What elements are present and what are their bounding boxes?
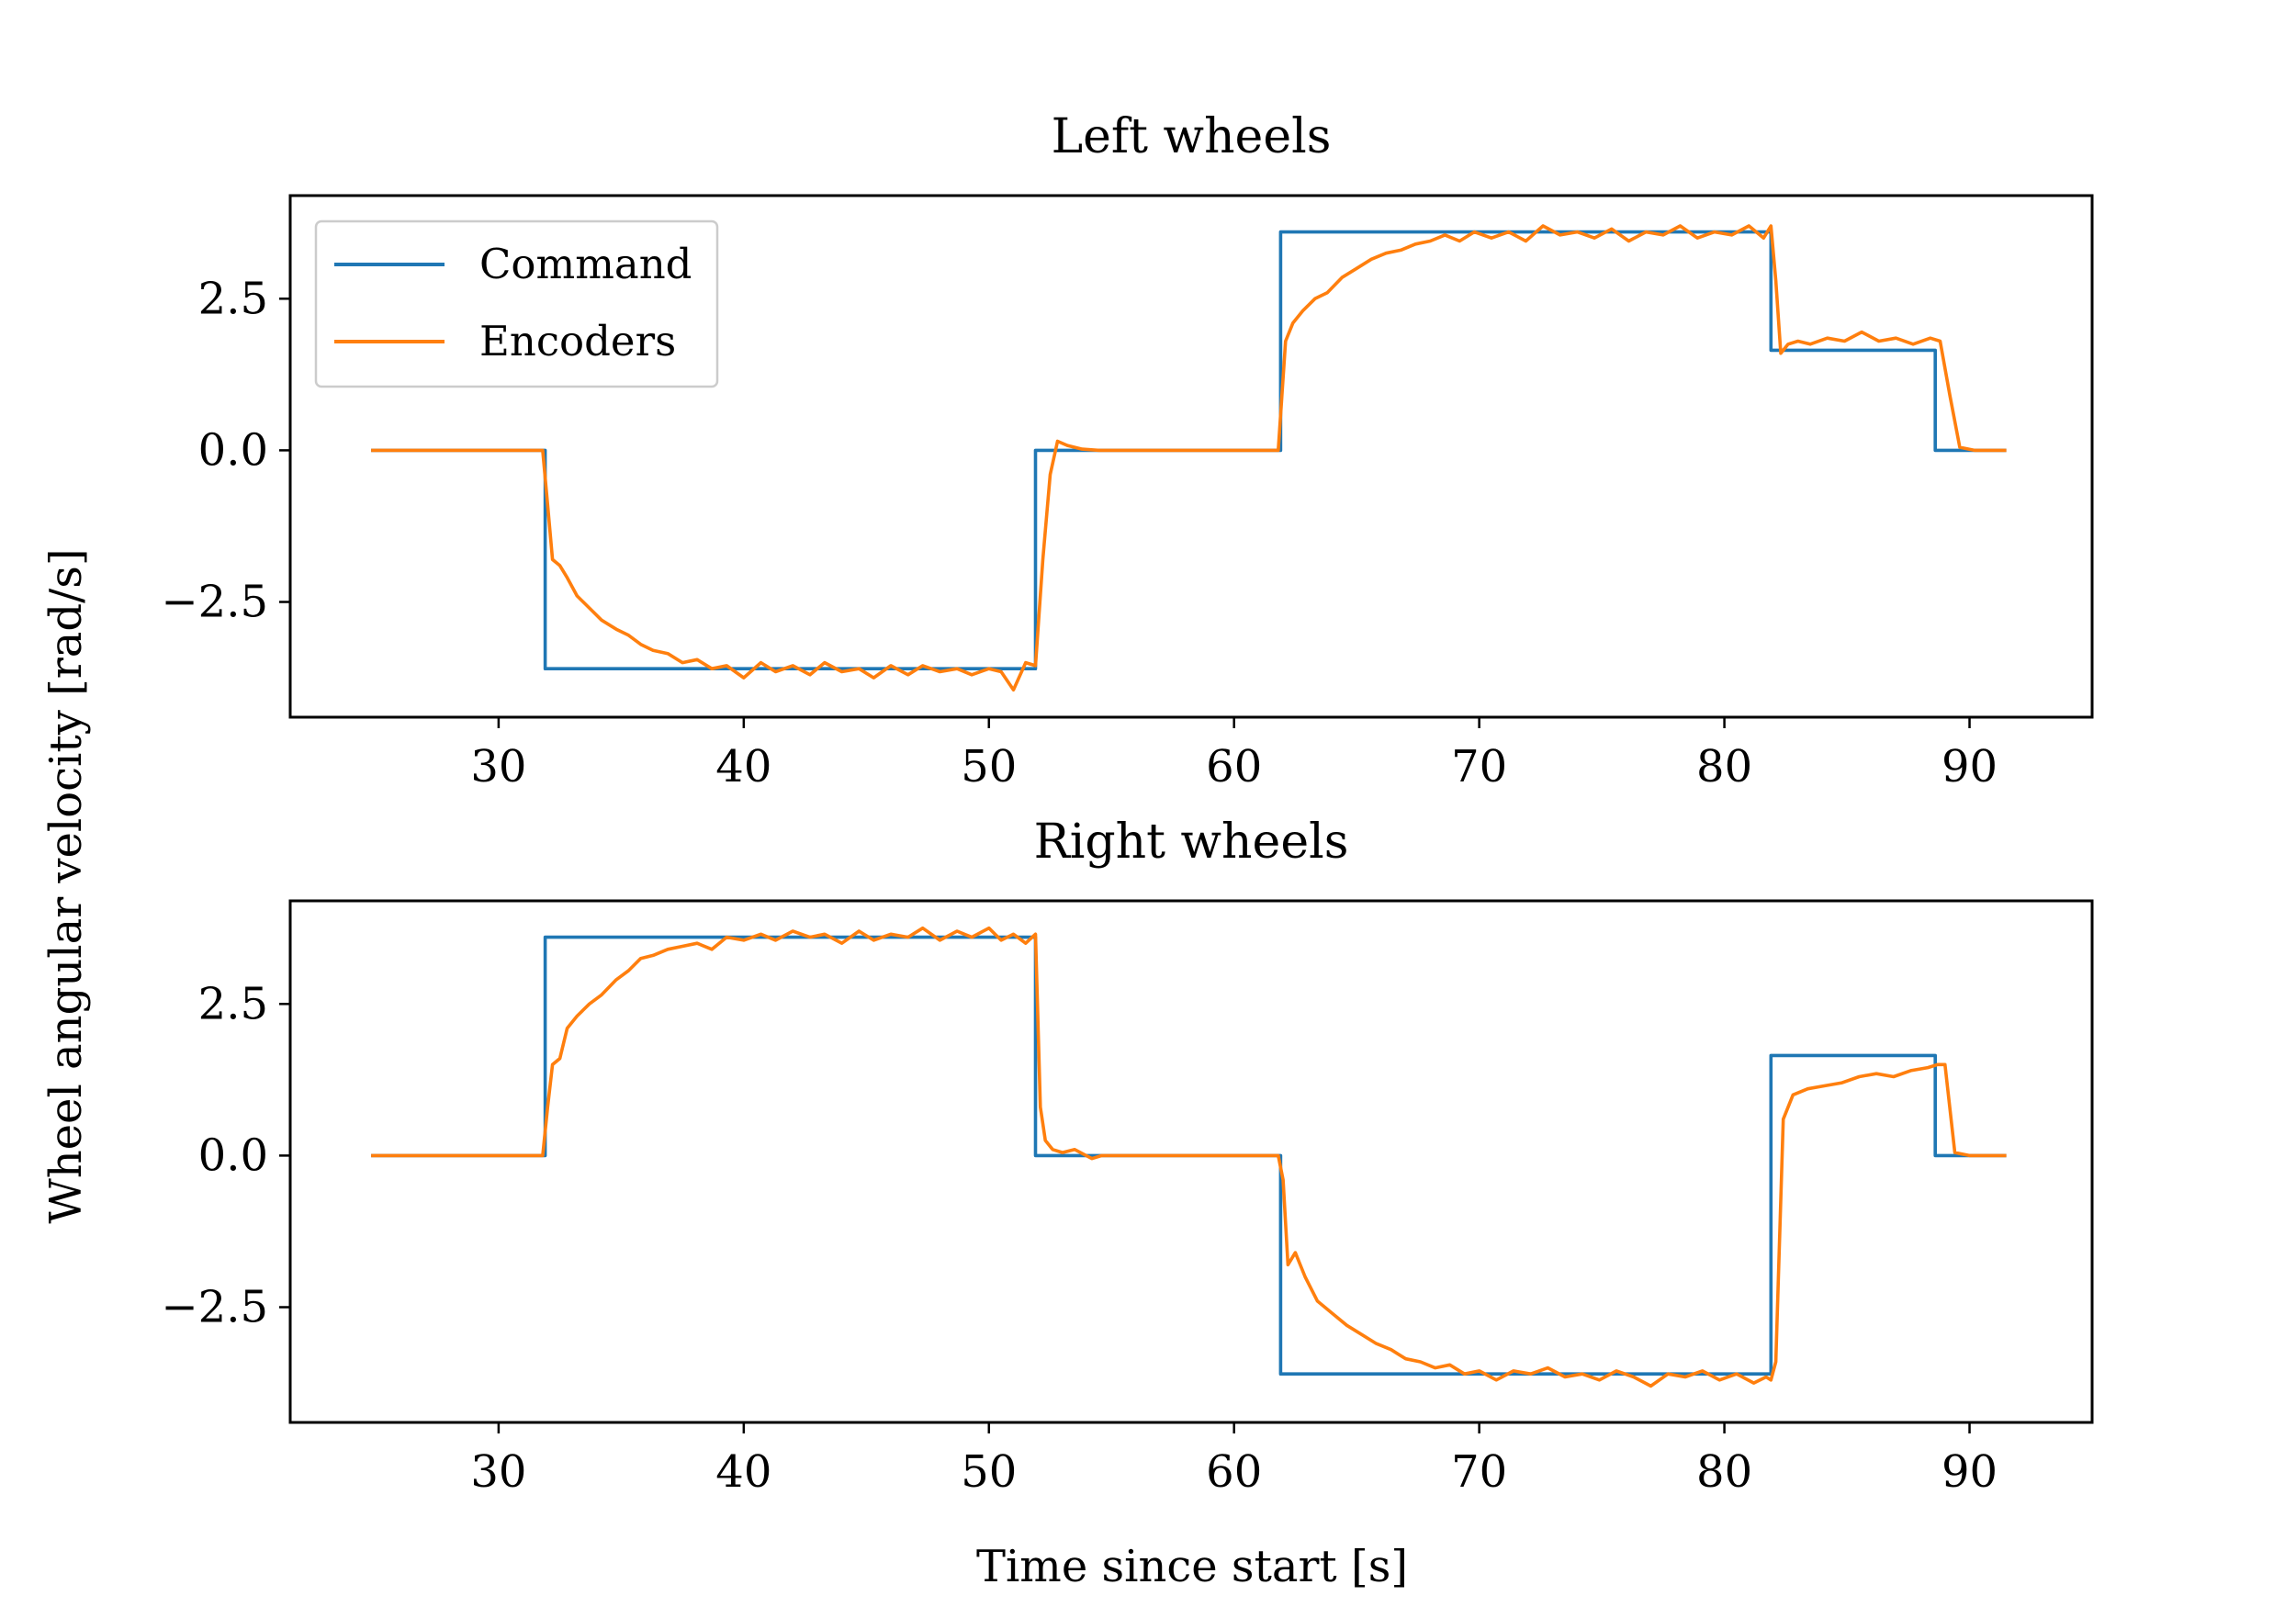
x-tick-label: 30: [470, 741, 526, 792]
x-tick-label: 40: [715, 741, 771, 792]
x-tick-label: 70: [1451, 741, 1507, 792]
y-tick-label: 0.0: [198, 1129, 268, 1181]
x-tick-label: 70: [1451, 1446, 1507, 1498]
axes-frame: [288, 899, 2094, 1424]
panel-title: Left wheels: [1052, 109, 1332, 164]
panel-right-wheels: Right wheels 30 40 50 60 70 80 90 2.5 0.0 −2.5: [161, 815, 2094, 1498]
x-axis-label: Time since start [s]: [976, 1541, 1408, 1592]
axes-frame: [288, 194, 2094, 719]
y-tick-label: 0.0: [198, 424, 268, 476]
x-tick-label: 90: [1941, 1446, 1998, 1498]
panel-left-wheels: Left wheels 30 40 50 60 70 80 90 2.5 0.0 −2.5 Comma…: [161, 109, 2094, 792]
x-tick-label: 60: [1206, 741, 1262, 792]
series-line-encoders: [371, 224, 2007, 692]
y-tick-label: 2.5: [198, 978, 268, 1029]
x-tick-label: 30: [470, 1446, 526, 1498]
y-tick-label: 2.5: [198, 273, 268, 324]
x-tick-label: 80: [1696, 1446, 1752, 1498]
panel-title: Right wheels: [1034, 815, 1349, 870]
legend: Command Encoders: [314, 219, 719, 388]
series-line-command: [371, 935, 2007, 1376]
x-tick-label: 90: [1941, 741, 1998, 792]
x-tick-label: 80: [1696, 741, 1752, 792]
y-axis-label: Wheel angular velocity [rad/s]: [40, 548, 92, 1223]
series-line-encoders: [371, 926, 2007, 1388]
legend-label-encoders: Encoders: [479, 317, 676, 365]
x-tick-label: 50: [961, 1446, 1017, 1498]
x-tick-label: 50: [961, 741, 1017, 792]
legend-label-command: Command: [479, 240, 692, 288]
series-line-command: [371, 230, 2007, 670]
y-tick-label: −2.5: [161, 577, 268, 628]
x-tick-label: 40: [715, 1446, 771, 1498]
y-tick-label: −2.5: [161, 1282, 268, 1333]
x-tick-label: 60: [1206, 1446, 1262, 1498]
